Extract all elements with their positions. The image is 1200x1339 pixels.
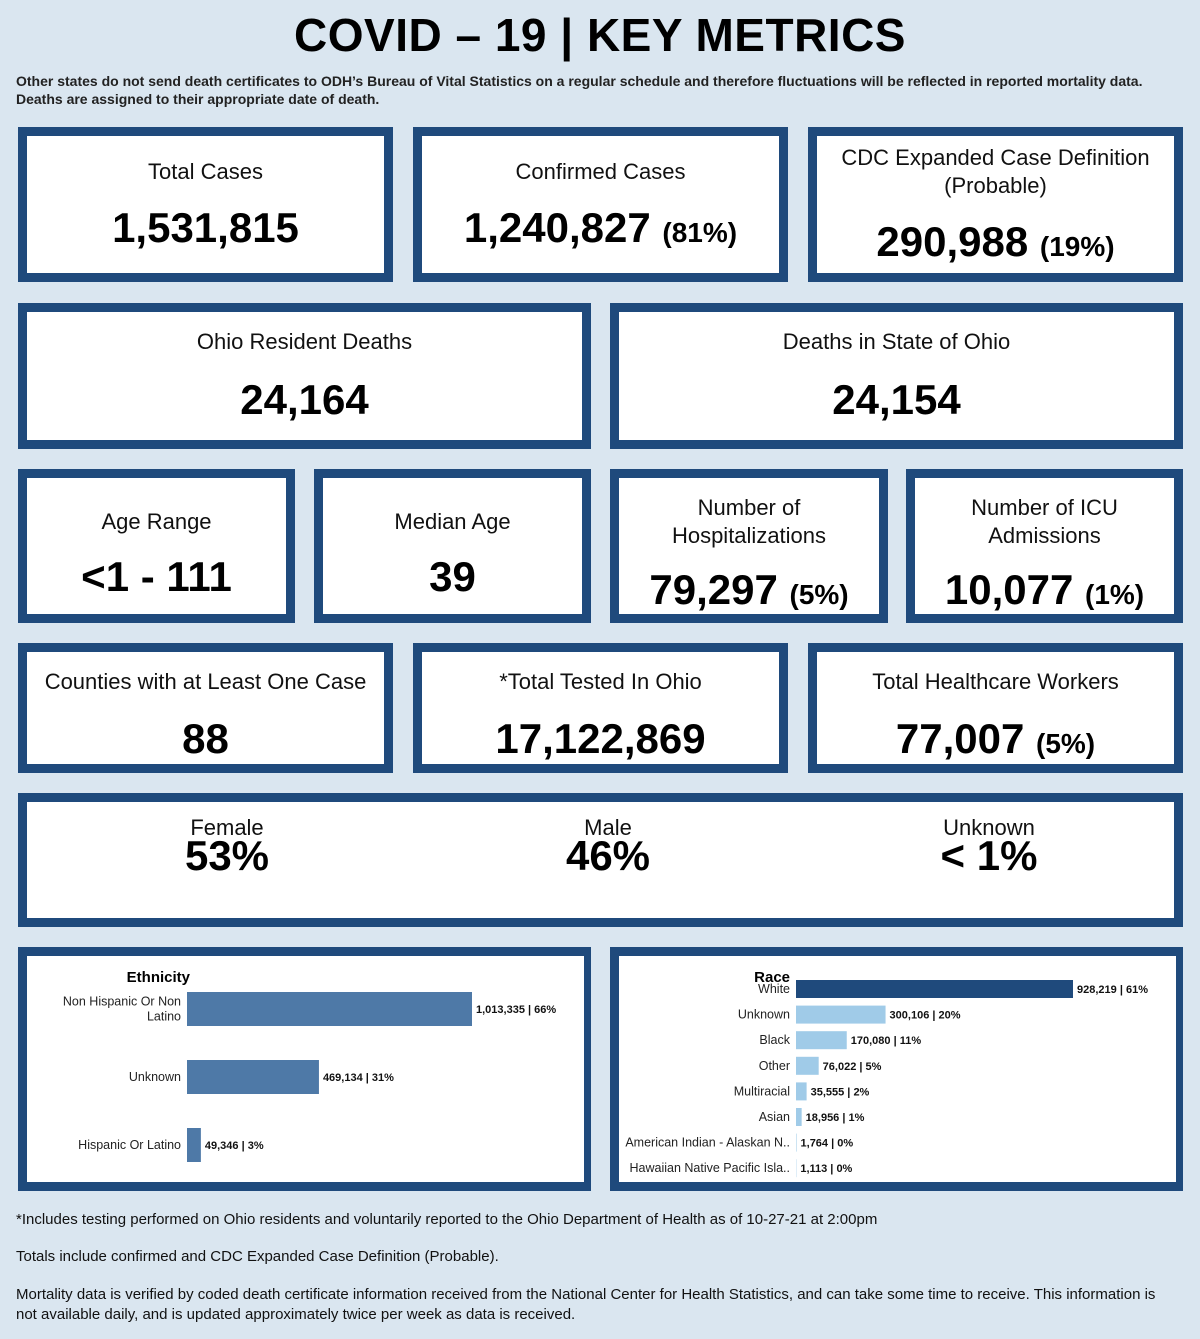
ethnicity-data-label-non-hispanic-or-non-latino: 1,013,335 | 66% (476, 1004, 556, 1016)
healthcare-workers-value: 77,007 (895, 715, 1025, 762)
race-data-label-unknown: 300,106 | 20% (890, 1010, 961, 1022)
icu-value: 10,077 (944, 566, 1074, 613)
race-data-label-american-indian-alaskan-n: 1,764 | 0% (801, 1138, 854, 1150)
race-category-label-black: Black (759, 1033, 790, 1047)
counties-label: Counties with at Least One Case (44, 669, 367, 694)
healthcare-workers-label: Total Healthcare Workers (872, 669, 1119, 694)
healthcare-workers-value-line: 77,007 (5%) (817, 715, 1174, 768)
median-age-value: 39 (429, 553, 476, 600)
race-category-label-white: White (758, 982, 790, 996)
footnote-totals: Totals include confirmed and CDC Expande… (16, 1248, 499, 1265)
ethnicity-bar-hispanic-or-latino (187, 1128, 201, 1162)
confirmed-cases-label: Confirmed Cases (515, 159, 686, 184)
gender-unknown-value: < 1% (940, 832, 1038, 879)
confirmed-cases-pct: (81%) (662, 217, 738, 248)
median-age-card: Median Age 39 (314, 469, 591, 623)
probable-cases-value-line: 290,988 (19%) (817, 218, 1174, 271)
total-cases-card: Total Cases 1,531,815 (18, 127, 393, 282)
ethnicity-bar-non-hispanic-or-non-latino (187, 992, 472, 1026)
race-category-label-hawaiian-native-pacific-isla: Hawaiian Native Pacific Isla.. (630, 1161, 790, 1175)
race-chart-card: Race 928,219 | 61% White 300,106 | 20% Unkn… (610, 947, 1183, 1191)
race-category-label-other: Other (759, 1059, 790, 1073)
total-tested-label: *Total Tested In Ohio (499, 669, 702, 694)
icu-card: Number of ICU Admissions 10,077 (1%) (906, 469, 1183, 623)
resident-deaths-card: Ohio Resident Deaths 24,164 (18, 303, 591, 449)
hospitalizations-pct: (5%) (789, 579, 849, 610)
footnote-tested: *Includes testing performed on Ohio resi… (16, 1211, 878, 1228)
ethnicity-category-label-unknown: Unknown (129, 1070, 181, 1084)
icu-label: Number of ICU Admissions (971, 495, 1118, 548)
race-bar-american-indian-alaskan-n (796, 1133, 797, 1152)
total-cases-label: Total Cases (148, 159, 263, 184)
total-tested-card: *Total Tested In Ohio 17,122,869 (413, 643, 788, 773)
race-data-label-asian: 18,956 | 1% (806, 1112, 865, 1124)
total-cases-value: 1,531,815 (112, 204, 299, 251)
healthcare-workers-pct: (5%) (1036, 728, 1096, 759)
icu-value-line: 10,077 (1%) (915, 566, 1174, 619)
ethnicity-chart-title: Ethnicity (127, 969, 191, 986)
footnote-mortality: Mortality data is verified by coded deat… (16, 1286, 1156, 1323)
hospitalizations-value: 79,297 (649, 566, 778, 613)
gender-female-value: 53% (184, 832, 270, 879)
counties-card: Counties with at Least One Case 88 (18, 643, 393, 773)
race-bar-unknown (796, 1005, 886, 1024)
hospitalizations-label: Number of Hospitalizations (671, 495, 827, 548)
state-deaths-label: Deaths in State of Ohio (782, 329, 1011, 354)
resident-deaths-label: Ohio Resident Deaths (196, 329, 413, 354)
age-range-card: Age Range <1 - 111 (18, 469, 295, 623)
race-data-label-hawaiian-native-pacific-isla: 1,113 | 0% (800, 1163, 852, 1175)
probable-cases-value: 290,988 (876, 218, 1029, 265)
ethnicity-bar-unknown (187, 1060, 319, 1094)
gender-unknown-label: Unknown (943, 815, 1035, 840)
gender-male-value: 46% (565, 832, 651, 879)
probable-cases-label: CDC Expanded Case Definition (Probable) (841, 145, 1150, 198)
hospitalizations-value-line: 79,297 (5%) (619, 566, 879, 619)
gender-male-label: Male (584, 815, 632, 840)
confirmed-cases-value-line: 1,240,827 (81%) (422, 204, 779, 257)
median-age-label: Median Age (394, 509, 511, 534)
race-category-label-unknown: Unknown (738, 1008, 790, 1022)
page-title: COVID – 19 | KEY METRICS (294, 9, 906, 61)
probable-cases-pct: (19%) (1039, 231, 1115, 262)
ethnicity-category-label-hispanic-or-latino: Hispanic Or Latino (78, 1138, 181, 1152)
counties-value: 88 (182, 715, 229, 762)
race-chart: Race 928,219 | 61% White 300,106 | 20% Unkn… (625, 969, 1148, 1178)
race-bar-black (796, 1031, 847, 1050)
icu-pct: (1%) (1085, 579, 1145, 610)
healthcare-workers-card: Total Healthcare Workers 77,007 (5%) (808, 643, 1183, 773)
ethnicity-data-label-hispanic-or-latino: 49,346 | 3% (205, 1140, 264, 1152)
race-data-label-black: 170,080 | 11% (851, 1035, 922, 1047)
mortality-disclaimer: Other states do not send death certifica… (16, 73, 1143, 107)
race-data-label-other: 76,022 | 5% (823, 1061, 882, 1073)
age-range-label: Age Range (101, 509, 212, 534)
hospitalizations-card: Number of Hospitalizations 79,297 (5%) (610, 469, 888, 623)
age-range-value: <1 - 111 (81, 553, 232, 600)
race-category-label-asian: Asian (759, 1110, 790, 1124)
confirmed-cases-value: 1,240,827 (463, 204, 651, 251)
race-bar-white (796, 980, 1073, 998)
race-category-label-american-indian-alaskan-n: American Indian - Alaskan N.. (625, 1136, 790, 1150)
probable-cases-card: CDC Expanded Case Definition (Probable) … (808, 127, 1183, 282)
state-deaths-card: Deaths in State of Ohio 24,154 (610, 303, 1183, 449)
race-bar-other (796, 1056, 819, 1075)
gender-card: Female 53% Male 46% Unknown < 1% (18, 793, 1183, 927)
state-deaths-value: 24,154 (832, 376, 961, 423)
race-bar-multiracial (796, 1082, 807, 1101)
ethnicity-data-label-unknown: 469,134 | 31% (323, 1072, 394, 1084)
total-tested-value: 17,122,869 (495, 715, 706, 762)
race-chart-title: Race (754, 969, 790, 986)
race-bar-asian (796, 1108, 802, 1126)
race-data-label-white: 928,219 | 61% (1077, 984, 1148, 996)
ethnicity-category-label-non-hispanic-or-non-latino: Non Hispanic Or Non Latino (63, 995, 181, 1024)
ethnicity-chart-card: Ethnicity 1,013,335 | 66% Non Hispanic Or… (18, 947, 591, 1191)
resident-deaths-value: 24,164 (240, 376, 369, 423)
ethnicity-chart: Ethnicity 1,013,335 | 66% Non Hispanic Or… (63, 969, 556, 1162)
gender-female-label: Female (190, 815, 264, 840)
race-data-label-multiracial: 35,555 | 2% (811, 1086, 870, 1098)
race-category-label-multiracial: Multiracial (734, 1084, 790, 1098)
confirmed-cases-card: Confirmed Cases 1,240,827 (81%) (413, 127, 788, 282)
